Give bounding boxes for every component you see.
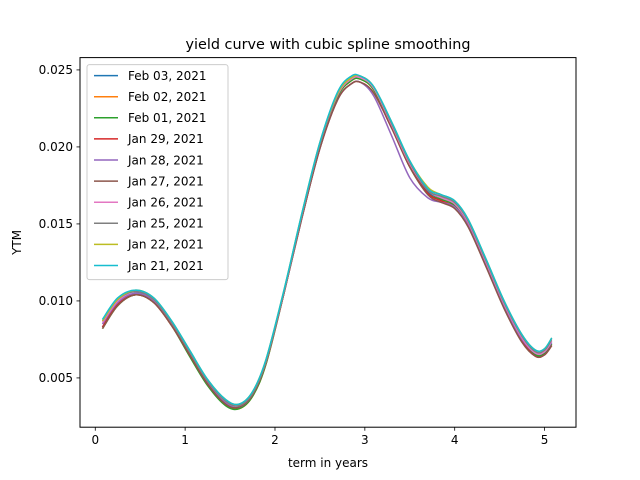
x-axis: 0 1 2 3 4 5: [91, 427, 548, 447]
legend-entry-label: Jan 27, 2021: [127, 174, 204, 188]
legend-entry-label: Jan 21, 2021: [127, 259, 204, 273]
legend-entry-label: Feb 02, 2021: [128, 90, 207, 104]
series-line-5: [101, 80, 553, 409]
y-tick-label: 0.005: [39, 371, 73, 385]
x-axis-label: term in years: [288, 456, 368, 470]
legend-entry-label: Jan 22, 2021: [127, 238, 204, 252]
x-tick-label: 2: [271, 433, 279, 447]
y-tick-label: 0.015: [39, 217, 73, 231]
y-tick-label: 0.010: [39, 294, 73, 308]
x-tick-label: 3: [361, 433, 369, 447]
y-axis: 0.005 0.010 0.015 0.020 0.025: [39, 63, 80, 385]
legend-entry-label: Feb 01, 2021: [128, 111, 207, 125]
plot-area: [101, 73, 553, 411]
legend: Feb 03, 2021 Feb 02, 2021 Feb 01, 2021 Jan …: [86, 64, 229, 281]
legend-entry-label: Jan 29, 2021: [127, 132, 204, 146]
y-tick-label: 0.020: [39, 140, 73, 154]
axes-frame: [79, 57, 577, 428]
x-tick-label: 0: [91, 433, 99, 447]
legend-entry-label: Jan 25, 2021: [127, 217, 204, 231]
series-line-9: [101, 73, 553, 406]
y-axis-label: YTM: [10, 230, 24, 256]
x-tick-label: 1: [181, 433, 189, 447]
legend-box: [86, 64, 229, 281]
legend-entry-label: Jan 28, 2021: [127, 153, 204, 167]
y-tick-label: 0.025: [39, 63, 73, 77]
x-tick-label: 4: [451, 433, 459, 447]
x-tick-label: 5: [541, 433, 549, 447]
chart-title: yield curve with cubic spline smoothing: [185, 37, 470, 53]
legend-entry-label: Jan 26, 2021: [127, 196, 204, 210]
legend-entry-label: Feb 03, 2021: [128, 69, 207, 83]
